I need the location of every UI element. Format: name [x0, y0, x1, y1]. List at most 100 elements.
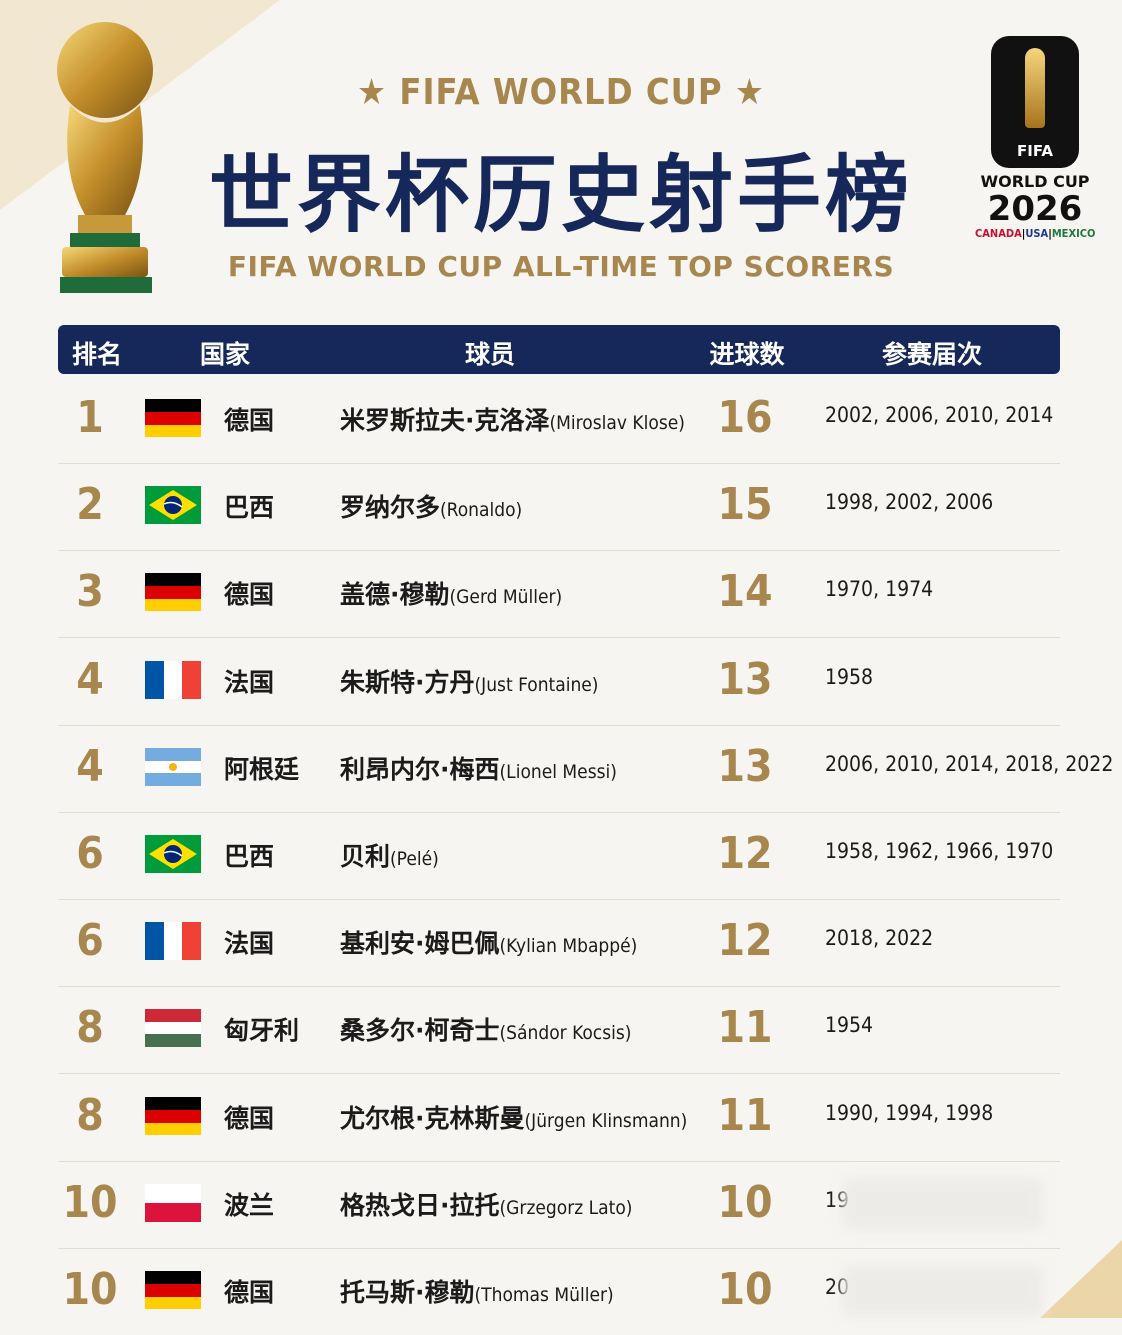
player-name: 盖德·穆勒 — [340, 580, 450, 610]
rank: 10 — [62, 1264, 118, 1315]
country: 德国 — [224, 1278, 275, 1307]
goals-value: 10 — [717, 1264, 773, 1315]
player-name: 朱斯特·方丹 — [340, 667, 475, 697]
player-name: 利昂内尔·梅西 — [340, 754, 500, 784]
tournaments: 1990, 1994, 1998 — [825, 1100, 994, 1125]
flag — [145, 1271, 201, 1309]
player-name: 米罗斯拉夫·克洛泽 — [340, 406, 550, 435]
player: 尤尔根·克林斯曼(Jürgen Klinsmann) — [340, 1099, 687, 1135]
goals-value: 11 — [717, 1089, 773, 1141]
country: 匈牙利 — [224, 1016, 300, 1046]
tournaments: 1958 — [825, 664, 874, 689]
blurred-area — [843, 1266, 1043, 1316]
goals-value: 14 — [717, 566, 773, 618]
tournaments: 2018, 2022 — [825, 926, 934, 951]
country: 巴西 — [224, 842, 275, 871]
column-header: 排名 — [71, 340, 123, 369]
player-name-en: (Just Fontaine) — [474, 673, 599, 696]
player-name-en: (Sándor Kocsis) — [499, 1022, 632, 1045]
subtitle: FIFA WORLD CUP ALL-TIME TOP SCORERS — [227, 250, 895, 283]
table-row: 6 巴西 贝利(Pelé) 12 1958, 1962, 1966, 1970 — [58, 812, 1060, 900]
player-name-en: (Pelé) — [390, 848, 439, 870]
player: 利昂内尔·梅西(Lionel Messi) — [340, 750, 617, 786]
rank: 8 — [76, 1089, 104, 1141]
logo-mark: FIFA — [991, 36, 1079, 168]
tournaments: 2002, 2006, 2010, 2014 — [825, 403, 1054, 427]
table-row: 10 波兰 格热戈日·拉托(Grzegorz Lato) 10 19 — [58, 1161, 1060, 1249]
flag — [145, 486, 201, 525]
flag — [145, 1183, 201, 1222]
column-header: 球员 — [464, 340, 516, 369]
blurred-area — [843, 1178, 1043, 1229]
column-header: 参赛届次 — [881, 340, 983, 369]
player-name-en: (Ronaldo) — [440, 499, 523, 522]
column-header: 国家 — [199, 340, 251, 369]
goals-value: 12 — [717, 828, 773, 879]
table-row: 3 德国 盖德·穆勒(Gerd Müller) 14 1970, 1974 — [58, 550, 1060, 639]
flag — [145, 1096, 201, 1135]
player: 罗纳尔多(Ronaldo) — [340, 488, 522, 524]
player-name: 贝利 — [340, 842, 391, 871]
trophy — [57, 22, 153, 293]
rank: 1 — [76, 392, 104, 443]
host: MEXICO — [1051, 227, 1096, 240]
country: 德国 — [224, 406, 275, 435]
flag — [145, 660, 201, 699]
logo-year: 2026 — [987, 189, 1083, 229]
table-row: 2 巴西 罗纳尔多(Ronaldo) 15 1998, 2002, 2006 — [58, 463, 1060, 552]
country: 波兰 — [224, 1190, 275, 1220]
rank: 2 — [76, 479, 104, 531]
flag — [145, 835, 201, 873]
player-name-en: (Grzegorz Lato) — [499, 1196, 633, 1219]
player-name: 基利安·姆巴佩 — [340, 929, 500, 959]
rank: 10 — [62, 1176, 118, 1228]
goals-value: 16 — [717, 392, 773, 443]
country: 德国 — [224, 1103, 275, 1133]
goals-value: 11 — [717, 1002, 773, 1054]
table-header: 排名 国家 球员 进球数 参赛届次 — [58, 325, 1060, 374]
player-name: 桑多尔·柯奇士 — [340, 1016, 500, 1046]
player: 格热戈日·拉托(Grzegorz Lato) — [340, 1186, 632, 1222]
tournaments: 1954 — [825, 1013, 874, 1038]
tournaments: 1970, 1974 — [825, 577, 934, 602]
top-title: ★ FIFA WORLD CUP ★ — [357, 72, 765, 113]
player: 贝利(Pelé) — [340, 837, 439, 873]
player: 朱斯特·方丹(Just Fontaine) — [340, 663, 598, 699]
goals-value: 15 — [717, 479, 773, 531]
player-name-en: (Lionel Messi) — [499, 760, 617, 783]
logo-fifa: FIFA — [1017, 142, 1053, 160]
player-name-en: (Gerd Müller) — [449, 586, 563, 609]
column-header: 进球数 — [709, 340, 785, 369]
table-row: 4 法国 朱斯特·方丹(Just Fontaine) 13 1958 — [58, 638, 1060, 726]
rank: 8 — [76, 1002, 104, 1054]
main-title: 世界杯历史射手榜 — [208, 146, 913, 244]
rank: 4 — [76, 653, 104, 705]
player: 米罗斯拉夫·克洛泽(Miroslav Klose) — [340, 401, 685, 437]
host: USA — [1025, 227, 1049, 240]
player-name: 尤尔根·克林斯曼 — [340, 1103, 525, 1133]
player-name-en: (Jürgen Klinsmann) — [524, 1109, 688, 1132]
tournaments: 1958, 1962, 1966, 1970 — [825, 839, 1054, 863]
country: 德国 — [224, 580, 275, 610]
flag — [145, 747, 201, 786]
player-name-en: (Thomas Müller) — [474, 1284, 614, 1306]
goals-value: 13 — [717, 740, 773, 792]
table-row: 6 法国 基利安·姆巴佩(Kylian Mbappé) 12 2018, 2022 — [58, 899, 1060, 988]
goals-value: 13 — [717, 653, 773, 705]
table-row: 1 德国 米罗斯拉夫·克洛泽(Miroslav Klose) 16 2002, 2006… — [58, 376, 1060, 464]
player-name: 格热戈日·拉托 — [340, 1190, 500, 1220]
country: 阿根廷 — [224, 754, 300, 784]
player-name: 托马斯·穆勒 — [340, 1278, 475, 1307]
flag — [145, 573, 201, 612]
rank: 4 — [76, 740, 104, 792]
player-name: 罗纳尔多 — [340, 493, 441, 523]
table-row: 4 阿根廷 利昂内尔·梅西(Lionel Messi) 13 2006, 2010, 2… — [58, 725, 1113, 813]
logo-hosts: CANADA|USA|MEXICO — [975, 227, 1096, 240]
logo-line: WORLD CUP — [980, 172, 1090, 191]
country: 法国 — [224, 667, 275, 697]
player-name-en: (Kylian Mbappé) — [499, 935, 638, 958]
tournaments: 2006, 2010, 2014, 2018, 2022 — [825, 751, 1114, 776]
country: 巴西 — [224, 493, 275, 523]
player: 托马斯·穆勒(Thomas Müller) — [340, 1273, 614, 1309]
